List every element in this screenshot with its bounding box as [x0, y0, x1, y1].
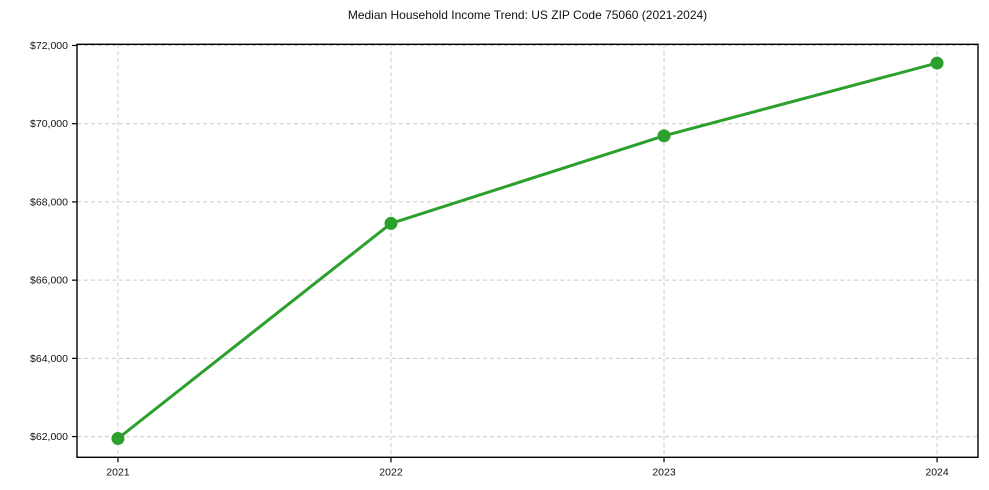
- data-point-marker: [657, 129, 671, 143]
- data-point-marker: [384, 216, 398, 230]
- y-tick-label: $68,000: [30, 196, 68, 208]
- y-tick-label: $72,000: [30, 40, 68, 52]
- data-point-marker: [930, 56, 944, 70]
- y-tick-label: $64,000: [30, 353, 68, 365]
- x-tick-label: 2023: [652, 466, 676, 478]
- x-tick-label: 2024: [925, 466, 949, 478]
- income-trend-line: [116, 61, 939, 441]
- axes-spines: [76, 43, 979, 458]
- data-point-marker: [111, 432, 125, 446]
- x-tick-label: 2021: [106, 466, 130, 478]
- chart-title: Median Household Income Trend: US ZIP Co…: [347, 8, 708, 22]
- y-tick-label: $62,000: [30, 431, 68, 443]
- x-tick-label: 2022: [379, 466, 403, 478]
- y-tick-label: $66,000: [30, 275, 68, 287]
- y-tick-label: $70,000: [30, 118, 68, 130]
